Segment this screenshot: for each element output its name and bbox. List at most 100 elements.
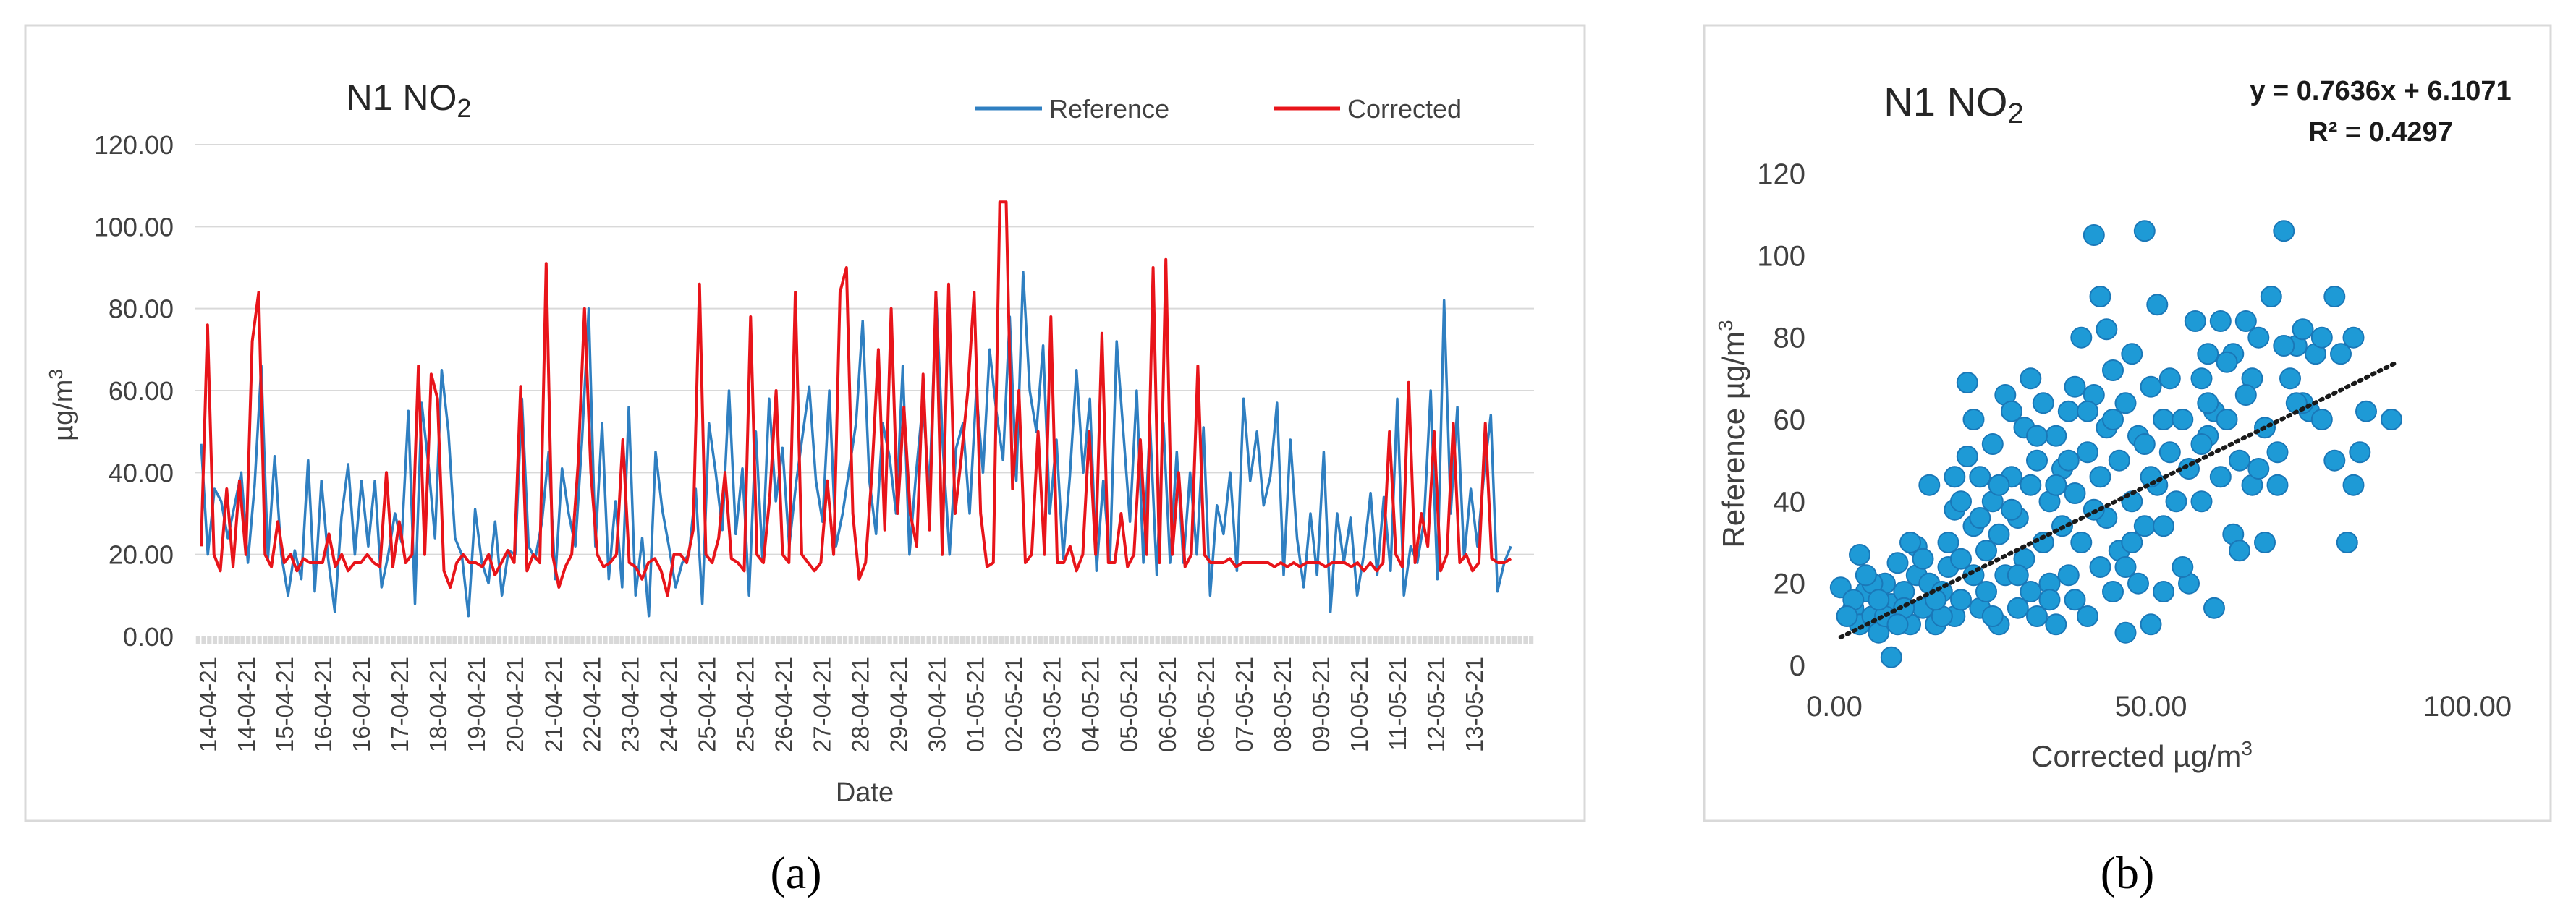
scatter-point (2209, 310, 2232, 332)
panel-a-x-tick-label: 19-04-21 (463, 657, 490, 752)
panel-b-y-tick-label: 60 (1774, 404, 1806, 436)
scatter-point (2330, 343, 2352, 365)
scatter-point (2234, 384, 2257, 406)
panel-a-x-tick-label: 26-04-21 (770, 657, 797, 752)
scatter-point (2190, 367, 2213, 390)
panel-b-y-tick-label: 100 (1757, 240, 1805, 272)
scatter-point (2083, 224, 2105, 246)
trendline-line (1838, 359, 2400, 640)
scatter-point (2045, 613, 2067, 636)
scatter-point (2077, 400, 2098, 422)
scatter-point (2007, 564, 2029, 587)
scatter-point (2216, 351, 2238, 373)
panel-a-x-tick-label: 15-04-21 (271, 657, 298, 752)
panel-b-y-tick-label: 120 (1757, 158, 1805, 190)
scatter-point (2342, 326, 2365, 349)
scatter-point (1956, 372, 1978, 393)
scatter-point (2254, 532, 2276, 553)
panel-a-x-tick-label: 06-05-21 (1192, 657, 1219, 752)
panel-a-x-tick-label: 04-05-21 (1077, 657, 1104, 752)
panel-a-x-tick-label: 05-05-21 (1116, 657, 1143, 752)
scatter-point (2310, 326, 2333, 349)
panel-b-frame (1703, 24, 2552, 822)
scatter-point (1950, 490, 1972, 513)
panel-a-x-tick-label: 21-04-21 (540, 657, 567, 752)
scatter-point (2102, 409, 2124, 430)
scatter-point (2172, 556, 2194, 578)
panel-a-line-chart: N1 NO2 0.00 20.00 40.00 60.00 80.00 100.00 120… (45, 77, 1535, 808)
scatter-point (1975, 581, 1997, 602)
scatter-point (2070, 326, 2093, 349)
panel-a-x-tick-label: 22-04-21 (578, 657, 605, 752)
scatter-point (2190, 433, 2213, 455)
scatter-point (2102, 581, 2124, 602)
panel-b-y-axis-label: Reference µg/m3 (1714, 320, 1750, 548)
panel-b-x-tick-label: 0.00 (1806, 691, 1863, 723)
scatter-point (2020, 367, 2042, 390)
panel-a-x-tick-label: 18-04-21 (425, 657, 452, 752)
panel-b-title: N1 NO2 (1884, 79, 2023, 129)
scatter-point (2057, 564, 2080, 587)
scatter-point (2273, 335, 2295, 357)
scatter-point (2026, 425, 2048, 447)
panel-a-y-tick-label: 0.00 (123, 622, 174, 652)
scatter-point (2197, 392, 2219, 414)
panel-a-x-tick-label: 23-04-21 (617, 657, 643, 752)
scatter-point (2133, 515, 2156, 537)
scatter-point (1962, 409, 1985, 430)
panel-b-y-tick-label: 20 (1774, 568, 1806, 600)
panel-a-x-tick-label: 07-05-21 (1231, 657, 1258, 752)
scatter-point (2292, 318, 2314, 341)
panel-a-y-tick-label: 40.00 (109, 458, 174, 487)
panel-a-x-tick-label: 13-05-21 (1461, 657, 1488, 752)
scatter-point (2026, 605, 2048, 627)
panel-a-caption: (a) (770, 847, 821, 898)
panel-a-x-tick-label: 09-05-21 (1308, 657, 1334, 752)
scatter-point (1925, 589, 1946, 611)
panel-a-x-tick-label: 29-04-21 (886, 657, 912, 752)
panel-b-points (1829, 220, 2402, 668)
panel-b-scatter-chart: N1 NO2 y = 0.7636x + 6.1071 R² = 0.4297 … (1714, 76, 2512, 773)
panel-b-x-tick-label: 100.00 (2423, 691, 2512, 723)
scatter-point (2114, 392, 2137, 414)
scatter-point (2064, 589, 2086, 611)
scatter-point (1899, 532, 1921, 553)
scatter-point (1981, 433, 2004, 455)
scatter-point (2146, 294, 2169, 316)
scatter-point (1950, 548, 1972, 570)
panel-a-x-tick-label: 16-04-21 (348, 657, 375, 752)
trendline-equation: y = 0.7636x + 6.1071 (2250, 76, 2511, 106)
panel-a-x-tick-label: 06-05-21 (1154, 657, 1181, 752)
scatter-point (2007, 597, 2029, 619)
scatter-point (2209, 466, 2232, 488)
scatter-point (2038, 589, 2061, 611)
scatter-point (2045, 474, 2067, 496)
scatter-point (2153, 409, 2174, 430)
panel-a-x-axis-label: Date (836, 778, 894, 808)
scatter-point (2057, 449, 2080, 472)
scatter-point (2266, 474, 2289, 496)
scatter-point (2089, 466, 2111, 488)
scatter-point (2172, 409, 2194, 430)
scatter-point (2121, 532, 2143, 553)
panel-a-x-axis: 14-04-21 14-04-21 15-04-21 16-04-21 16-04-21… (195, 636, 1535, 752)
scatter-point (2158, 441, 2181, 464)
panel-a-x-tick-label: 20-04-21 (501, 657, 528, 752)
scatter-point (1950, 589, 1972, 611)
scatter-point (2153, 515, 2174, 537)
scatter-point (2102, 359, 2124, 381)
scatter-point (2355, 400, 2377, 422)
panel-a-x-tick-label: 17-04-21 (386, 657, 413, 752)
scatter-point (1886, 552, 1909, 574)
scatter-point (1981, 605, 2004, 627)
panel-a-x-tick-label: 03-05-21 (1039, 657, 1066, 752)
panel-a-x-tick-label: 25-04-21 (732, 657, 758, 752)
scatter-point (1944, 466, 1966, 488)
panel-a-x-tick-label: 27-04-21 (808, 657, 835, 752)
scatter-point (2279, 367, 2301, 390)
scatter-point (1849, 544, 1870, 566)
panel-a-x-tick-label: 14-04-21 (233, 657, 260, 752)
scatter-point (2001, 498, 2022, 521)
panel-a-x-tick-label: 16-04-21 (310, 657, 336, 752)
scatter-point (2140, 613, 2162, 636)
